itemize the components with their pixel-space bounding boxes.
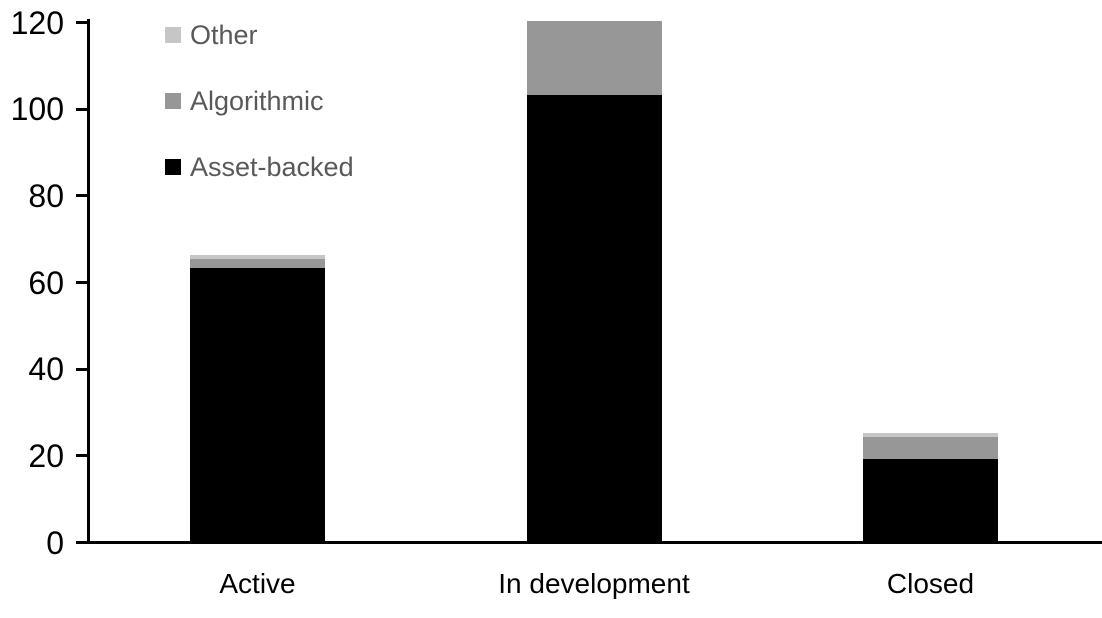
- y-tick-mark: [76, 21, 87, 24]
- y-tick-mark: [76, 194, 87, 198]
- y-tick-label: 40: [28, 351, 64, 388]
- legend-swatch-icon: [165, 93, 181, 109]
- x-axis-line: [76, 541, 1102, 544]
- bar-segment-algorithmic: [863, 437, 998, 459]
- y-tick-label: 20: [28, 437, 64, 474]
- legend-label: Other: [190, 20, 258, 50]
- bar-segment-algorithmic: [526, 21, 662, 95]
- category-label: Closed: [886, 568, 975, 599]
- y-tick-mark: [76, 541, 87, 544]
- bar-segment-asset-backed: [863, 458, 998, 541]
- y-tick-mark: [76, 281, 87, 284]
- y-tick-label: 120: [10, 4, 64, 41]
- bar-segment-algorithmic: [190, 259, 325, 268]
- legend-item: Asset-backed: [165, 153, 354, 181]
- y-tick-mark: [76, 367, 87, 371]
- legend-swatch-icon: [165, 27, 181, 43]
- y-tick-label: 100: [10, 91, 64, 128]
- bar-segment-asset-backed: [526, 94, 662, 541]
- category-label: In development: [498, 568, 690, 599]
- legend-item: Algorithmic: [165, 87, 324, 115]
- legend-label: Algorithmic: [190, 86, 324, 116]
- category-label: Active: [219, 568, 296, 599]
- y-tick-mark: [76, 107, 87, 111]
- y-axis-line: [87, 19, 90, 544]
- bar-segment-other: [863, 432, 998, 437]
- bar-segment-other: [190, 255, 325, 260]
- legend-label: Asset-backed: [190, 152, 354, 182]
- legend-item: Other: [165, 21, 258, 49]
- bar-segment-asset-backed: [190, 268, 325, 541]
- legend-swatch-icon: [165, 159, 181, 175]
- y-tick-label: 60: [28, 264, 64, 301]
- y-tick-mark: [76, 454, 87, 458]
- y-tick-label: 80: [28, 177, 64, 214]
- y-tick-label: 0: [46, 524, 64, 561]
